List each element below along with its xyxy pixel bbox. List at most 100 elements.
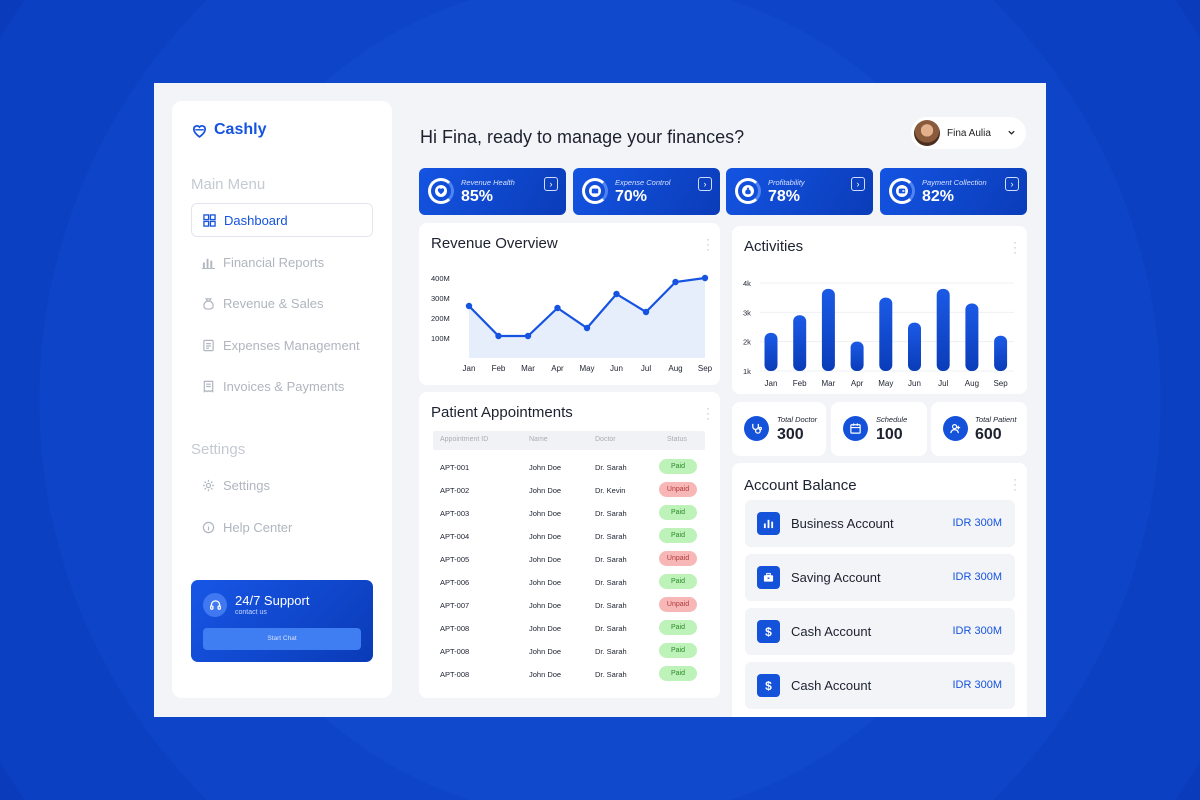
chevron-right-icon[interactable]: › [851, 177, 865, 191]
app-logo[interactable]: Cashly [191, 121, 266, 139]
x-tick-label: May [579, 364, 594, 373]
revenue-point [642, 308, 650, 316]
sidebar-item-financial-reports[interactable]: Financial Reports [191, 245, 373, 279]
table-row[interactable]: APT-002 John Doe Dr. Kevin Unpaid [433, 480, 705, 500]
table-row[interactable]: APT-008 John Doe Dr. Sarah Paid [433, 641, 705, 661]
stat-label: Schedule [876, 415, 908, 424]
kpi-label: Expense Control [615, 178, 671, 187]
table-row[interactable]: APT-001 John Doe Dr. Sarah Paid [433, 457, 705, 477]
name-cell: John Doe [529, 670, 562, 679]
status-badge: Paid [659, 505, 697, 520]
y-tick-label: 3k [743, 308, 751, 317]
x-tick-label: Jul [641, 364, 651, 373]
more-options-icon[interactable]: · · · [706, 401, 710, 425]
appointment-id-cell: APT-006 [440, 578, 470, 587]
stat-value: 100 [876, 426, 903, 443]
start-chat-button[interactable]: Start Chat [203, 628, 361, 650]
table-row[interactable]: APT-003 John Doe Dr. Sarah Paid [433, 503, 705, 523]
account-amount: IDR 300M [952, 625, 1002, 637]
appointment-id-cell: APT-008 [440, 670, 470, 679]
sidebar-item-revenue-sales[interactable]: Revenue & Sales [191, 286, 373, 320]
chevron-right-icon[interactable]: › [544, 177, 558, 191]
status-badge: Paid [659, 528, 697, 543]
status-badge: Paid [659, 574, 697, 589]
kpi-card-expense-control[interactable]: Expense Control 70% › [573, 168, 720, 215]
account-row-business[interactable]: Business Account IDR 300M [745, 500, 1015, 547]
x-tick-label: Jan [463, 364, 476, 373]
activity-bar [793, 315, 807, 371]
user-menu[interactable]: Fina Aulia [911, 117, 1026, 149]
sidebar-item-label: Invoices & Payments [223, 378, 345, 394]
stat-value: 600 [975, 426, 1002, 443]
more-options-icon[interactable]: · · · [1013, 472, 1017, 496]
status-badge: Paid [659, 643, 697, 658]
sidebar-item-label: Financial Reports [223, 254, 325, 270]
status-badge: Unpaid [659, 551, 697, 566]
page-title: Hi Fina, ready to manage your finances? [420, 127, 745, 147]
sidebar-item-invoices-payments[interactable]: Invoices & Payments [191, 369, 373, 403]
doctor-cell: Dr. Sarah [595, 601, 627, 610]
account-row-cash[interactable]: $ Cash Account IDR 300M [745, 608, 1015, 655]
settings-section-label: Settings [191, 441, 246, 458]
doctor-cell: Dr. Sarah [595, 509, 627, 518]
chevron-right-icon[interactable]: › [1005, 177, 1019, 191]
chevron-right-icon[interactable]: › [698, 177, 712, 191]
appointment-id-cell: APT-004 [440, 532, 470, 541]
more-options-icon[interactable]: · · · [1013, 235, 1017, 259]
name-cell: John Doe [529, 509, 562, 518]
appointment-id-cell: APT-003 [440, 509, 470, 518]
kpi-card-profitability[interactable]: Profitability 78% › [726, 168, 873, 215]
table-row[interactable]: APT-008 John Doe Dr. Sarah Paid [433, 664, 705, 684]
y-tick-label: 1k [743, 367, 751, 376]
sidebar-item-settings[interactable]: Settings [191, 468, 373, 502]
kpi-label: Revenue Health [461, 178, 515, 187]
sidebar-item-expenses-management[interactable]: Expenses Management [191, 328, 373, 362]
revenue-overview-card: Revenue Overview · · · 400M 300M 200M 100M Jan… [419, 223, 720, 385]
activities-bar-chart: 4k 3k 2k 1k Jan Feb Mar Apr May Jun Jul Aug Sep [743, 279, 1014, 388]
name-cell: John Doe [529, 486, 562, 495]
doctor-cell: Dr. Sarah [595, 624, 627, 633]
status-badge: Paid [659, 459, 697, 474]
account-name: Cash Account [791, 624, 872, 639]
heart-icon [437, 188, 445, 195]
activity-bar [850, 341, 864, 371]
x-tick-label: Feb [793, 379, 807, 388]
y-tick-label: 400M [431, 274, 450, 283]
revenue-point [465, 302, 473, 310]
table-row[interactable]: APT-005 John Doe Dr. Sarah Unpaid [433, 549, 705, 569]
money-bag-icon [203, 297, 214, 310]
table-row[interactable]: APT-004 John Doe Dr. Sarah Paid [433, 526, 705, 546]
doctor-cell: Dr. Kevin [595, 486, 626, 495]
stat-label: Total Patient [975, 415, 1017, 424]
doctor-cell: Dr. Sarah [595, 463, 627, 472]
activities-card: Activities · · · 4k 3k 2k 1k Jan Feb Mar Apr May Ju… [732, 226, 1027, 394]
money-bag-icon [745, 187, 751, 195]
kpi-card-payment-collection[interactable]: Payment Collection 82% › [880, 168, 1027, 215]
account-name: Saving Account [791, 570, 881, 585]
revenue-point [524, 332, 532, 340]
account-amount: IDR 300M [952, 517, 1002, 529]
sidebar-item-help-center[interactable]: Help Center [191, 510, 373, 544]
patient-appointments-card: Patient Appointments · · · Appointment ID … [419, 392, 720, 698]
sidebar-item-dashboard[interactable]: Dashboard [191, 203, 373, 237]
column-header: Status [667, 436, 687, 443]
heart-logo-icon [192, 124, 207, 138]
kpi-card-revenue-health[interactable]: Revenue Health 85% › [419, 168, 566, 215]
activity-bar [879, 297, 893, 371]
account-row-cash-2[interactable]: $ Cash Account IDR 300M [745, 662, 1015, 709]
more-options-icon[interactable]: · · · [706, 232, 710, 256]
table-row[interactable]: APT-007 John Doe Dr. Sarah Unpaid [433, 595, 705, 615]
calendar-icon [843, 416, 868, 441]
table-row[interactable]: APT-008 John Doe Dr. Sarah Paid [433, 618, 705, 638]
table-row[interactable]: APT-006 John Doe Dr. Sarah Paid [433, 572, 705, 592]
name-cell: John Doe [529, 532, 562, 541]
x-tick-label: Jun [610, 364, 623, 373]
column-header: Appointment ID [440, 436, 489, 443]
stethoscope-icon [744, 416, 769, 441]
account-amount: IDR 300M [952, 571, 1002, 583]
account-row-saving[interactable]: Saving Account IDR 300M [745, 554, 1015, 601]
stat-value: 300 [777, 426, 804, 443]
x-tick-label: Apr [551, 364, 564, 373]
kpi-label: Payment Collection [922, 178, 987, 187]
activity-bar [936, 288, 950, 371]
